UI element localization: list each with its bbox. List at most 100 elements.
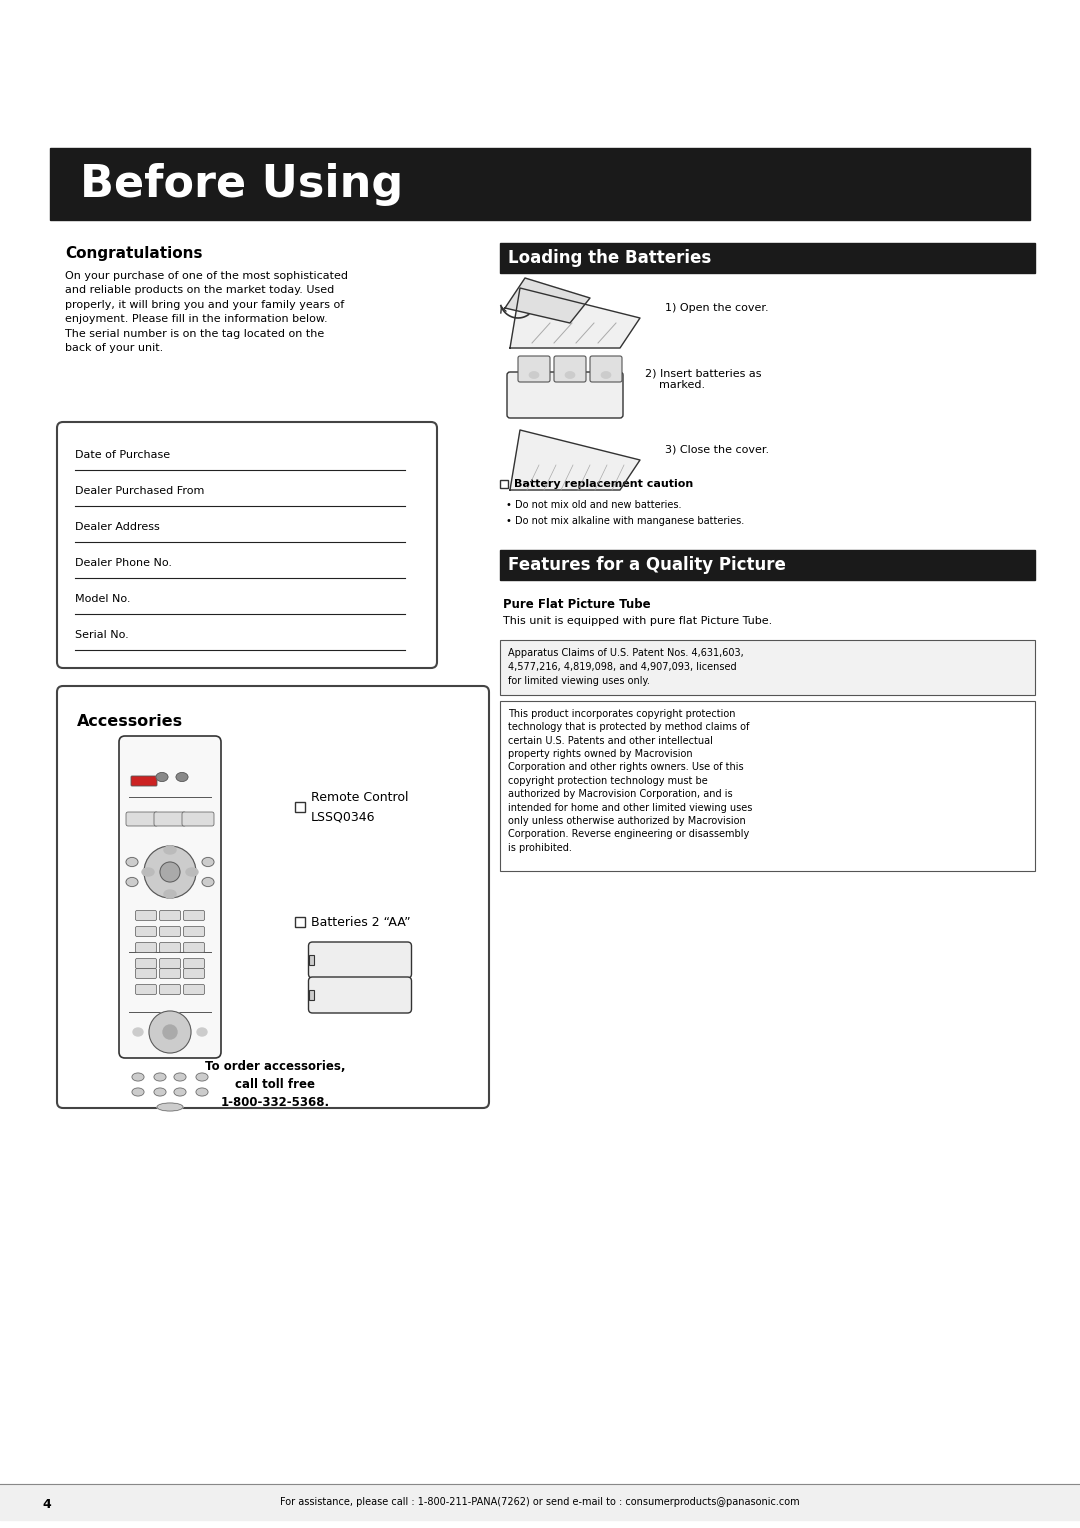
Ellipse shape: [174, 1073, 186, 1080]
Ellipse shape: [174, 1088, 186, 1096]
Text: For assistance, please call : 1-800-211-PANA(7262) or send e-mail to : consumerp: For assistance, please call : 1-800-211-…: [280, 1497, 800, 1507]
Text: On your purchase of one of the most sophisticated
and reliable products on the m: On your purchase of one of the most soph…: [65, 270, 348, 353]
Text: Serial No.: Serial No.: [75, 630, 129, 640]
Text: Loading the Batteries: Loading the Batteries: [508, 249, 712, 267]
Ellipse shape: [154, 1073, 166, 1080]
FancyBboxPatch shape: [160, 911, 180, 920]
Text: Dealer Phone No.: Dealer Phone No.: [75, 558, 172, 568]
Ellipse shape: [202, 857, 214, 866]
Text: 4: 4: [42, 1497, 51, 1511]
FancyBboxPatch shape: [135, 969, 157, 978]
Text: Features for a Quality Picture: Features for a Quality Picture: [508, 556, 786, 575]
Ellipse shape: [195, 1088, 208, 1096]
Bar: [0, 1484, 1080, 1520]
FancyBboxPatch shape: [160, 984, 180, 995]
FancyBboxPatch shape: [126, 811, 158, 827]
Bar: [50, 148, 1030, 220]
Ellipse shape: [565, 371, 575, 379]
Ellipse shape: [202, 877, 214, 886]
Bar: [295, 917, 305, 927]
Ellipse shape: [126, 857, 138, 866]
Text: Dealer Address: Dealer Address: [75, 523, 160, 532]
Text: Date of Purchase: Date of Purchase: [75, 451, 171, 460]
Ellipse shape: [600, 371, 611, 379]
FancyBboxPatch shape: [309, 941, 411, 978]
Bar: [295, 802, 305, 811]
Bar: [309, 955, 313, 966]
Ellipse shape: [163, 1025, 177, 1039]
FancyBboxPatch shape: [135, 911, 157, 920]
Text: Remote Control
LSSQ0346: Remote Control LSSQ0346: [311, 792, 408, 824]
Bar: [500, 480, 508, 487]
Text: • Do not mix alkaline with manganese batteries.: • Do not mix alkaline with manganese bat…: [507, 516, 744, 526]
FancyBboxPatch shape: [154, 811, 186, 827]
FancyBboxPatch shape: [135, 958, 157, 969]
Ellipse shape: [141, 868, 154, 876]
Ellipse shape: [133, 1028, 143, 1036]
FancyBboxPatch shape: [57, 686, 489, 1108]
Ellipse shape: [176, 773, 188, 781]
FancyBboxPatch shape: [135, 984, 157, 995]
Text: This product incorporates copyright protection
technology that is protected by m: This product incorporates copyright prot…: [508, 709, 753, 853]
Polygon shape: [510, 287, 640, 348]
FancyBboxPatch shape: [184, 958, 204, 969]
Ellipse shape: [132, 1073, 144, 1080]
Polygon shape: [510, 429, 640, 490]
Ellipse shape: [126, 877, 138, 886]
Text: Before Using: Before Using: [80, 162, 403, 205]
FancyBboxPatch shape: [184, 926, 204, 937]
FancyBboxPatch shape: [184, 984, 204, 995]
Bar: [500, 243, 1035, 274]
Text: Congratulations: Congratulations: [65, 246, 203, 261]
Text: Pure Flat Picture Tube: Pure Flat Picture Tube: [503, 597, 650, 611]
Ellipse shape: [529, 371, 539, 379]
Ellipse shape: [197, 1028, 207, 1036]
Ellipse shape: [157, 1103, 183, 1111]
Ellipse shape: [149, 1012, 191, 1053]
Text: 2) Insert batteries as
    marked.: 2) Insert batteries as marked.: [645, 368, 761, 390]
FancyBboxPatch shape: [57, 422, 437, 668]
FancyBboxPatch shape: [554, 356, 586, 382]
FancyBboxPatch shape: [119, 736, 221, 1057]
FancyBboxPatch shape: [160, 926, 180, 937]
Text: Accessories: Accessories: [77, 714, 184, 729]
Ellipse shape: [195, 1073, 208, 1080]
Text: Apparatus Claims of U.S. Patent Nos. 4,631,603,
4,577,216, 4,819,098, and 4,907,: Apparatus Claims of U.S. Patent Nos. 4,6…: [508, 648, 744, 686]
FancyBboxPatch shape: [160, 969, 180, 978]
Text: Model No.: Model No.: [75, 594, 131, 604]
Polygon shape: [505, 278, 590, 322]
Ellipse shape: [160, 862, 180, 882]
Ellipse shape: [132, 1088, 144, 1096]
FancyBboxPatch shape: [184, 911, 204, 920]
Text: • Do not mix old and new batteries.: • Do not mix old and new batteries.: [507, 500, 681, 510]
Bar: [500, 701, 1035, 871]
FancyBboxPatch shape: [131, 776, 157, 785]
Ellipse shape: [186, 868, 198, 876]
Ellipse shape: [164, 847, 176, 854]
FancyBboxPatch shape: [135, 926, 157, 937]
FancyBboxPatch shape: [590, 356, 622, 382]
FancyBboxPatch shape: [160, 958, 180, 969]
Text: Battery replacement caution: Battery replacement caution: [514, 478, 693, 489]
FancyBboxPatch shape: [507, 371, 623, 419]
Bar: [309, 990, 313, 999]
Ellipse shape: [156, 773, 168, 781]
FancyBboxPatch shape: [518, 356, 550, 382]
Ellipse shape: [164, 889, 176, 898]
FancyBboxPatch shape: [135, 943, 157, 952]
FancyBboxPatch shape: [184, 943, 204, 952]
FancyBboxPatch shape: [184, 969, 204, 978]
Ellipse shape: [144, 847, 195, 898]
Text: Batteries 2 “AA”: Batteries 2 “AA”: [311, 915, 410, 929]
FancyBboxPatch shape: [160, 943, 180, 952]
FancyBboxPatch shape: [309, 976, 411, 1013]
Ellipse shape: [154, 1088, 166, 1096]
Text: To order accessories,
call toll free
1-800-332-5368.: To order accessories, call toll free 1-8…: [205, 1060, 346, 1109]
Text: This unit is equipped with pure flat Picture Tube.: This unit is equipped with pure flat Pic…: [503, 616, 772, 626]
FancyBboxPatch shape: [183, 811, 214, 827]
Text: 1) Open the cover.: 1) Open the cover.: [665, 303, 769, 313]
Text: 3) Close the cover.: 3) Close the cover.: [665, 445, 769, 455]
Bar: [500, 640, 1035, 695]
Bar: [500, 550, 1035, 581]
Text: Dealer Purchased From: Dealer Purchased From: [75, 486, 204, 497]
